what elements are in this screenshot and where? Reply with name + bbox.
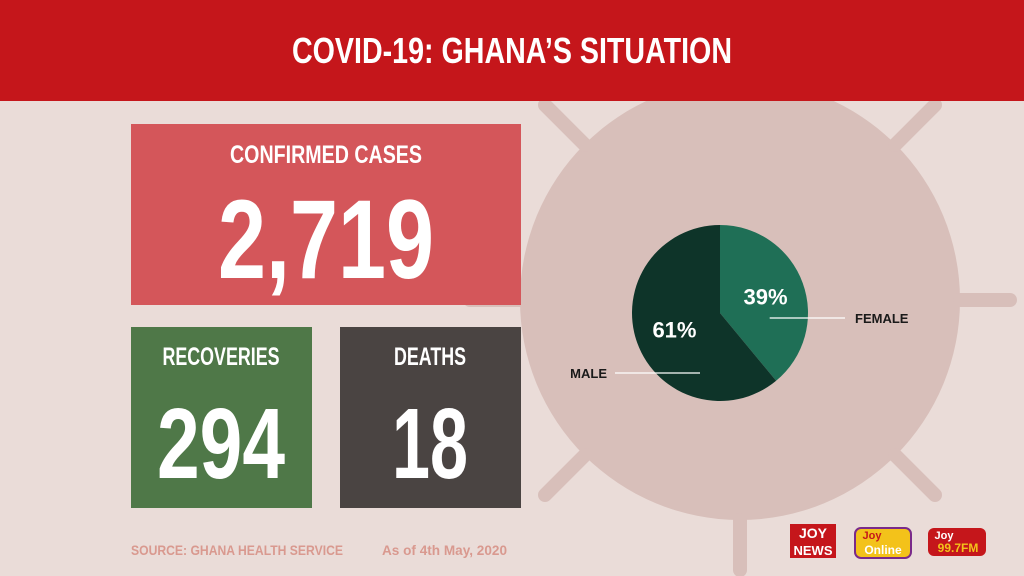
logo-text: Online [864,543,902,557]
logo-box [854,527,912,559]
logo-box [790,524,836,558]
logo-text: Joy [935,530,955,542]
source: SOURCE: GHANA HEALTH SERVICE [131,542,343,558]
card-label: CONFIRMED CASES [230,141,422,169]
recoveries-card [131,327,312,508]
logo-box [928,528,986,556]
category-label: MALE [570,366,607,381]
card-value: 18 [392,388,468,500]
date: As of 4th May, 2020 [382,542,507,558]
deaths-card [340,327,521,508]
card-value: 2,719 [218,177,434,302]
confirmed-card [131,124,521,305]
title: COVID-19: GHANA’S SITUATION [292,30,732,71]
card-label: RECOVERIES [163,343,280,371]
pie-slice [720,225,808,381]
logo-text: 99.7FM [938,541,979,555]
logo-text: NEWS [794,543,833,558]
pie-slice [631,225,777,402]
header-band [0,0,1024,101]
slice-label: 39% [744,285,788,310]
card-label: DEATHS [394,343,466,371]
pie-chart: 39% FEMALE 61% MALE [570,225,909,402]
slice-label: 61% [652,317,696,342]
logo-text: JOY [799,525,828,541]
category-label: FEMALE [855,311,909,326]
logo-text: Joy [863,530,883,542]
card-value: 294 [157,388,285,500]
